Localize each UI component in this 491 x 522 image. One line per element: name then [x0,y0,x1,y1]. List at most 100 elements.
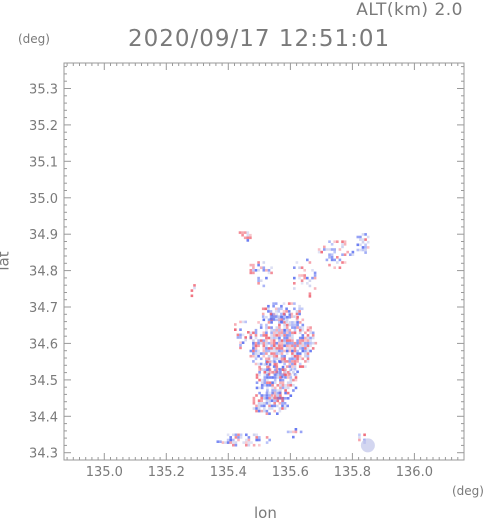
echo-cell [261,312,265,316]
echo-cell [304,331,307,335]
echo-cell [252,360,255,363]
echo-cell [249,349,253,353]
echo-cell [273,389,277,392]
echo-cell [232,441,235,444]
echo-cell [278,336,281,340]
echo-cell [285,344,289,348]
echo-cell [303,274,306,277]
echo-cell [265,269,268,272]
echo-cell [263,409,266,413]
echo-cell [343,243,347,246]
echo-cell [273,368,277,371]
echo-cell [291,321,294,324]
echo-cell [301,323,305,327]
echo-cell [361,248,365,252]
echo-cell [258,365,261,369]
echo-cell [288,341,292,345]
echo-cell [258,368,261,371]
echo-cell [285,336,289,340]
echo-cell [298,341,302,345]
echo-cell [276,391,280,395]
echo-cell [252,396,256,400]
echo-cell [303,269,306,272]
echo-cell [293,360,297,363]
echo-cell [260,378,264,382]
echo-cell [260,399,263,402]
echo-cell [364,238,367,241]
echo-cell [272,336,276,340]
echo-cell [325,258,329,262]
echo-cell [285,334,289,337]
echo-cell [283,349,286,353]
echo-cell [239,433,243,437]
echo-cell [280,320,283,324]
echo-cell [272,365,276,368]
echo-cell [263,378,267,382]
echo-cell [273,373,277,377]
echo-cell [245,433,248,437]
echo-cell [279,368,282,371]
echo-cell [304,341,307,345]
echo-cell [298,307,301,311]
echo-cell [244,320,247,324]
x-tick-label: 135.8 [334,465,371,480]
echo-cell [289,430,292,434]
echo-cell [259,266,263,269]
echo-cell [280,328,284,332]
echo-cell [270,341,273,345]
echo-cell [361,233,365,236]
echo-cell [301,336,305,340]
echo-cell [288,339,292,342]
echo-cell [366,235,370,239]
echo-cell [286,404,289,408]
echo-cell [280,352,284,355]
echo-cell [270,349,273,353]
echo-cell [273,378,277,382]
echo-cell [328,253,331,256]
echo-cell [296,339,299,342]
echo-cell [268,368,272,371]
echo-cell [272,317,275,321]
echo-cell [283,321,286,324]
echo-cell [296,315,299,319]
echo-cell [276,376,280,379]
echo-cell [309,336,312,340]
echo-cell [259,334,263,337]
echo-cell [282,302,286,305]
echo-cell [265,402,269,405]
echo-cell [296,341,299,345]
echo-cell [311,269,314,272]
echo-cell [275,354,279,358]
echo-cell [236,333,240,337]
echo-cell [311,347,315,350]
echo-cell [292,384,295,387]
echo-cell [301,341,305,345]
echo-cell [267,347,271,350]
echo-cell [260,394,263,397]
echo-cell [245,441,248,444]
echo-cell [304,360,307,363]
echo-cell [358,438,361,442]
echo-cell [298,321,302,324]
echo-cell [262,354,266,358]
echo-cell [239,341,242,344]
echo-cell [241,341,245,344]
echo-cell [259,323,263,327]
echo-cell [273,376,277,379]
echo-cell [361,238,365,241]
echo-cell [301,357,305,361]
echo-cell [252,433,256,437]
echo-cell [254,331,258,335]
echo-cell [272,347,276,350]
echo-cell [255,433,258,437]
echo-cell [273,394,277,397]
echo-cell [293,331,297,335]
echo-cell [290,315,294,318]
echo-cell [323,245,326,249]
echo-cell [286,391,290,395]
echo-cell [255,407,258,410]
echo-cell [317,250,321,254]
echo-cell [320,250,323,254]
echo-cell [246,231,250,234]
echo-cell [293,344,297,348]
